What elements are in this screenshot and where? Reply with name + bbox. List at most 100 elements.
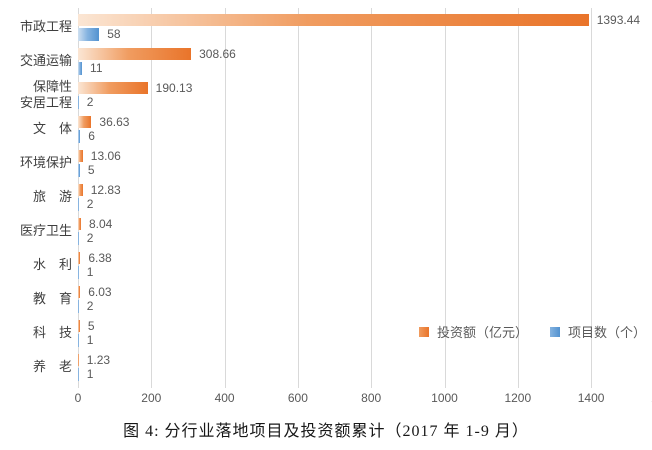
x-tick-label-0: 0	[74, 391, 82, 405]
gridline-1200	[517, 8, 519, 388]
bar-row: 36.63	[78, 114, 130, 129]
bar-row: 5	[78, 318, 95, 333]
investment-value-科技: 5	[87, 318, 95, 333]
investment-bar-水利	[78, 251, 81, 264]
legend-label-projects: 项目数（个）	[568, 325, 647, 340]
bar-row: 1	[78, 334, 93, 347]
figure-caption: 图 4: 分行业落地项目及投资额累计（2017 年 1-9 月）	[123, 423, 529, 440]
investment-bar-医疗卫生	[78, 217, 81, 230]
bar-row: 2	[78, 198, 93, 211]
projects-value-市政工程: 58	[107, 27, 121, 42]
category-label-文体: 文 体	[32, 121, 72, 136]
projects-value-旅游: 2	[86, 197, 94, 212]
projects-bar-环境保护	[78, 164, 80, 177]
projects-value-文体: 6	[88, 129, 95, 144]
bar-row: 11	[78, 62, 103, 75]
investment-bar-环境保护	[78, 149, 83, 162]
projects-bar-旅游	[78, 198, 79, 211]
category-label-保障性安居工程: 保障性 安居工程	[19, 79, 72, 110]
projects-bar-医疗卫生	[78, 232, 79, 245]
category-label-教育: 教 育	[32, 291, 72, 306]
investment-value-旅游: 12.83	[90, 182, 121, 197]
investment-value-水利: 6.38	[88, 250, 112, 265]
investment-value-保障性安居工程: 190.13	[155, 80, 193, 95]
projects-bar-市政工程	[78, 28, 100, 41]
gridline-600	[297, 8, 299, 388]
investment-value-文体: 36.63	[99, 114, 130, 129]
category-label-旅游: 旅 游	[32, 189, 72, 204]
legend-label-investment: 投资额（亿元）	[437, 325, 529, 340]
projects-value-教育: 2	[86, 299, 94, 314]
legend-item-investment: 投资额（亿元）	[419, 322, 528, 341]
investment-bar-交通运输	[78, 47, 192, 60]
investment-value-教育: 6.03	[88, 284, 112, 299]
investment-bar-教育	[78, 285, 81, 298]
bar-row: 2	[78, 300, 93, 313]
category-label-市政工程: 市政工程	[19, 19, 72, 34]
projects-value-水利: 1	[86, 265, 94, 280]
bar-row: 1	[78, 266, 93, 279]
bar-row: 13.06	[78, 148, 121, 163]
projects-value-交通运输: 11	[90, 61, 103, 76]
x-tick-label-1200: 1200	[504, 391, 532, 405]
legend: 投资额（亿元） 项目数（个）	[419, 322, 646, 341]
category-label-水利: 水 利	[32, 257, 72, 272]
category-label-医疗卫生: 医疗卫生	[19, 223, 72, 238]
bar-row: 8.04	[78, 216, 113, 231]
bar-row: 12.83	[78, 182, 121, 197]
projects-bar-养老	[78, 368, 79, 381]
legend-item-projects: 项目数（个）	[550, 322, 646, 341]
bar-row: 1393.44	[78, 12, 641, 27]
bar-row: 58	[78, 28, 121, 41]
projects-bar-文体	[78, 130, 81, 143]
investment-bar-养老	[78, 353, 79, 366]
projects-bar-科技	[78, 334, 79, 347]
x-tick-label-400: 400	[214, 391, 235, 405]
projects-value-医疗卫生: 2	[86, 231, 94, 246]
bar-row: 6.03	[78, 284, 112, 299]
investment-bar-市政工程	[78, 13, 589, 26]
investment-bar-文体	[78, 115, 92, 128]
projects-value-科技: 1	[86, 333, 94, 348]
projects-value-保障性安居工程: 2	[86, 95, 94, 110]
bar-row: 1.23	[78, 352, 111, 367]
legend-swatch-projects-icon	[550, 326, 561, 337]
investment-bar-科技	[78, 319, 80, 332]
projects-bar-保障性安居工程	[78, 96, 79, 109]
projects-value-养老: 1	[86, 367, 94, 382]
category-label-养老: 养 老	[32, 359, 72, 374]
investment-value-交通运输: 308.66	[199, 46, 236, 61]
investment-value-医疗卫生: 8.04	[88, 216, 113, 231]
investment-bar-旅游	[78, 183, 83, 196]
bar-row: 6.38	[78, 250, 112, 265]
projects-bar-水利	[78, 266, 79, 279]
bar-row: 190.13	[78, 80, 193, 95]
x-tick-label-1400: 1400	[577, 391, 605, 405]
category-label-交通运输: 交通运输	[19, 53, 72, 68]
bar-row: 2	[78, 96, 93, 109]
category-label-环境保护: 环境保护	[19, 155, 72, 170]
bar-row: 6	[78, 130, 95, 143]
bar-row: 2	[78, 232, 93, 245]
projects-value-环境保护: 5	[87, 163, 95, 178]
gridline-1400	[591, 8, 593, 388]
category-label-科技: 科 技	[32, 325, 72, 340]
investment-value-养老: 1.23	[86, 352, 111, 367]
investment-value-市政工程: 1393.44	[596, 12, 641, 27]
x-tick-label-800: 800	[361, 391, 382, 405]
gridline-1000	[444, 8, 446, 388]
x-tick-label-600: 600	[287, 391, 308, 405]
projects-bar-交通运输	[78, 62, 83, 75]
bar-row: 1	[78, 368, 93, 381]
gridline-400	[224, 8, 226, 388]
projects-bar-教育	[78, 300, 79, 313]
x-tick-label-1000: 1000	[431, 391, 458, 405]
bar-row: 308.66	[78, 46, 236, 61]
investment-value-环境保护: 13.06	[90, 148, 121, 163]
x-tick-label-200: 200	[141, 391, 162, 405]
investment-bar-保障性安居工程	[78, 81, 148, 94]
legend-swatch-investment-icon	[419, 326, 429, 337]
bar-row: 5	[78, 164, 95, 177]
gridline-800	[371, 8, 373, 388]
